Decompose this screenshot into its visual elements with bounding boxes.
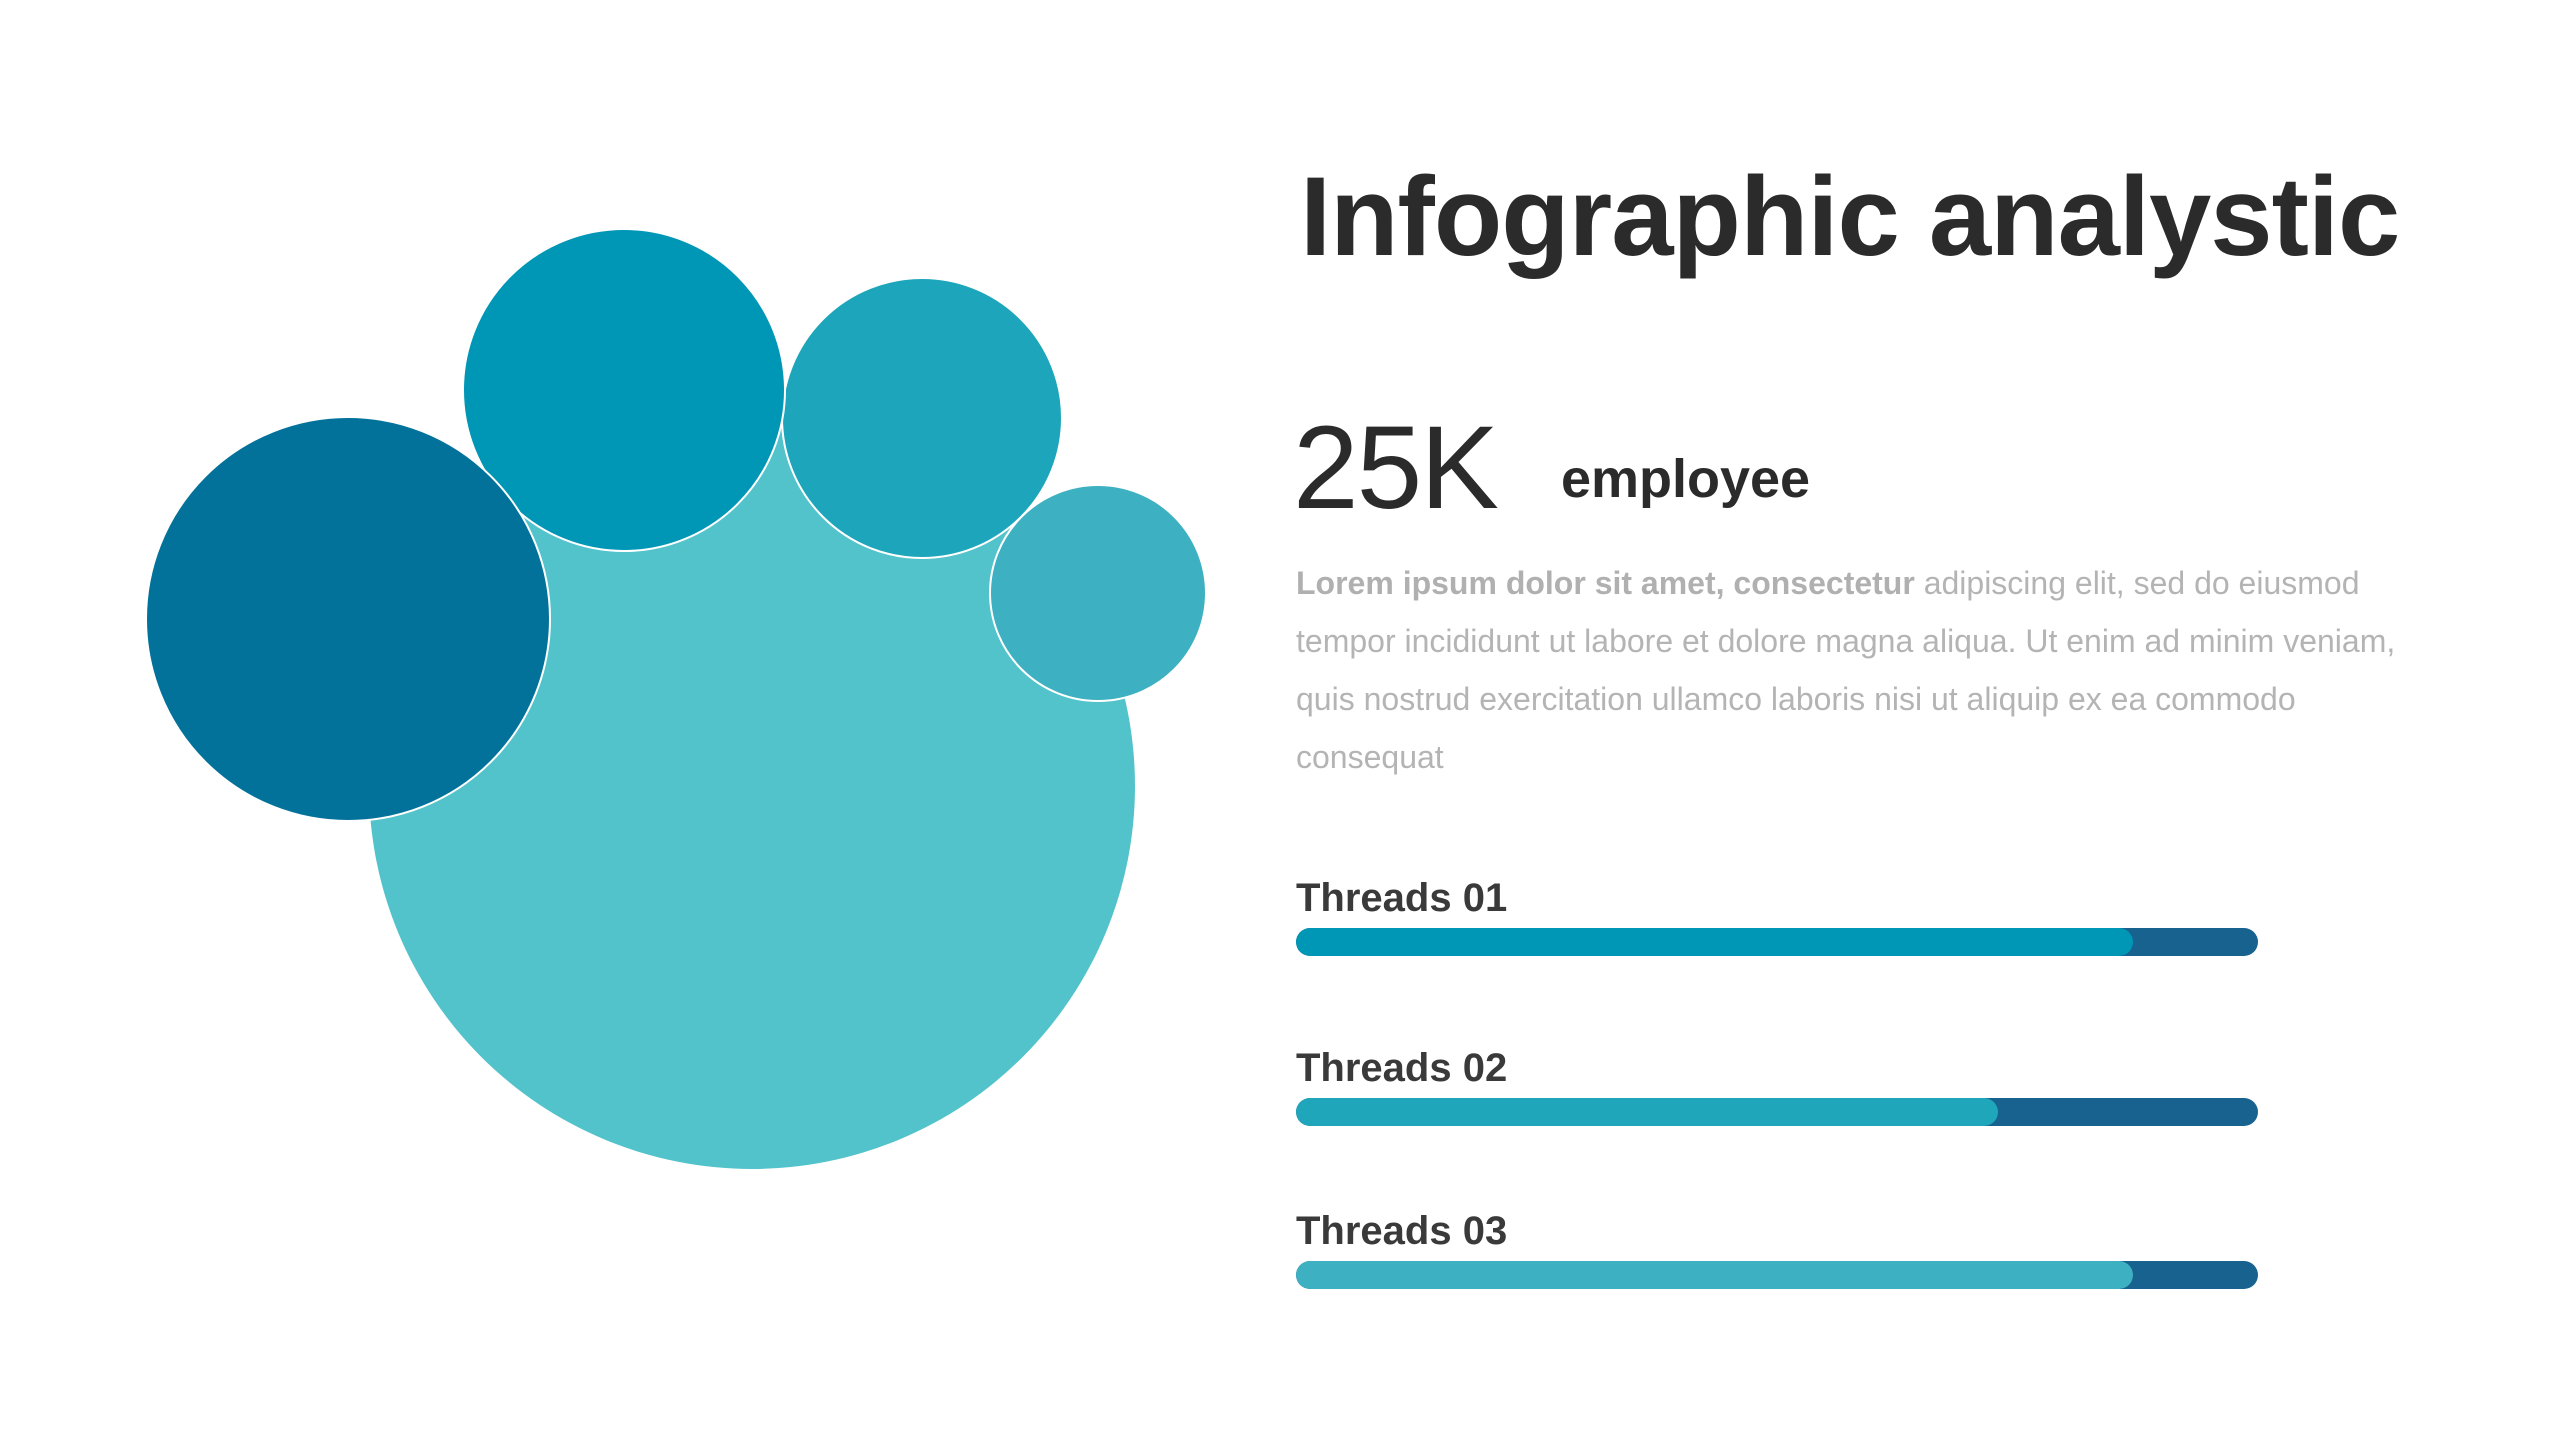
page-title: Infographic analystic bbox=[1300, 154, 2400, 279]
thread-label: Threads 03 bbox=[1296, 1209, 1508, 1253]
thread-label: Threads 02 bbox=[1296, 1046, 1508, 1090]
thread-progress-bar bbox=[1296, 1261, 2258, 1289]
thread-progress-bar bbox=[1296, 928, 2258, 956]
thread-item-03: Threads 03 bbox=[1296, 1211, 2258, 1289]
stat-value: 25K bbox=[1293, 402, 1499, 534]
bubble-cluster-illustration bbox=[145, 228, 1207, 1169]
thread-progress-fill bbox=[1296, 1261, 2133, 1289]
thread-progress-fill bbox=[1296, 1098, 1999, 1126]
stat-label: employee bbox=[1560, 449, 1811, 509]
thread-item-01: Threads 01 bbox=[1296, 878, 2258, 956]
bubble-left bbox=[145, 416, 551, 822]
description-lead: Lorem ipsum dolor sit amet, consectetur bbox=[1296, 565, 1915, 601]
bubble-top-right bbox=[781, 277, 1063, 559]
stat-row: 25K employee bbox=[1293, 388, 1810, 548]
thread-label: Threads 01 bbox=[1296, 876, 1508, 920]
bubble-small-right bbox=[989, 484, 1207, 702]
thread-item-02: Threads 02 bbox=[1296, 1048, 2258, 1126]
description-rest: adipiscing elit, sed do eiusmod tempor i… bbox=[1296, 565, 2396, 775]
bubble-top-left bbox=[462, 228, 786, 552]
description-paragraph: Lorem ipsum dolor sit amet, consectetur … bbox=[1296, 554, 2426, 786]
thread-progress-bar bbox=[1296, 1098, 2258, 1126]
thread-progress-fill bbox=[1296, 928, 2133, 956]
bubble-large bbox=[369, 403, 1135, 1169]
